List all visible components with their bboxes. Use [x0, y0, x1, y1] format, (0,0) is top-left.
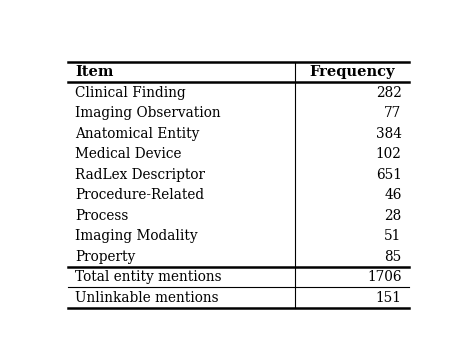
Text: Frequency: Frequency	[309, 65, 395, 79]
Text: 51: 51	[384, 229, 402, 243]
Text: 1706: 1706	[367, 270, 402, 284]
Text: 46: 46	[384, 188, 402, 202]
Text: Property: Property	[75, 250, 135, 264]
Text: Unlinkable mentions: Unlinkable mentions	[75, 291, 218, 305]
Text: Process: Process	[75, 209, 128, 223]
Text: 102: 102	[376, 147, 402, 161]
Text: 28: 28	[384, 209, 402, 223]
Text: 384: 384	[376, 127, 402, 141]
Text: 282: 282	[376, 86, 402, 100]
Text: RadLex Descriptor: RadLex Descriptor	[75, 168, 205, 182]
Text: Medical Device: Medical Device	[75, 147, 181, 161]
Text: Imaging Modality: Imaging Modality	[75, 229, 197, 243]
Text: Anatomical Entity: Anatomical Entity	[75, 127, 199, 141]
Text: 85: 85	[384, 250, 402, 264]
Text: 77: 77	[384, 106, 402, 120]
Text: Clinical Finding: Clinical Finding	[75, 86, 186, 100]
Text: 651: 651	[376, 168, 402, 182]
Text: Total entity mentions: Total entity mentions	[75, 270, 222, 284]
Text: Procedure-Related: Procedure-Related	[75, 188, 204, 202]
Text: Item: Item	[75, 65, 114, 79]
Text: 151: 151	[376, 291, 402, 305]
Text: Imaging Observation: Imaging Observation	[75, 106, 221, 120]
